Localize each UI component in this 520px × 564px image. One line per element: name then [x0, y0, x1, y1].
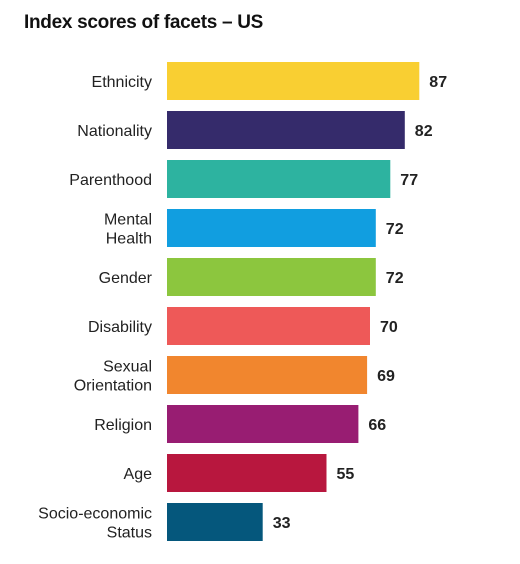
category-label-8: Age: [124, 466, 153, 483]
category-label-line: Status: [107, 525, 152, 542]
category-label-line: Religion: [94, 417, 152, 434]
category-label-line: Ethnicity: [92, 74, 152, 91]
bar-7: [167, 405, 359, 443]
category-label-7: Religion: [94, 417, 152, 434]
bar-6: [167, 356, 368, 394]
category-label-2: Parenthood: [69, 172, 152, 189]
category-label-line: Health: [106, 231, 152, 248]
category-label-line: Disability: [88, 319, 152, 336]
chart-title: Index scores of facets – US: [24, 12, 264, 33]
value-label-2: 77: [400, 172, 418, 189]
value-label-6: 69: [377, 368, 395, 385]
category-label-line: Mental: [104, 212, 152, 229]
value-label-5: 70: [380, 319, 398, 336]
bar-0: [167, 62, 420, 100]
bar-4: [167, 258, 376, 296]
value-label-1: 82: [415, 123, 433, 140]
category-label-3: Mental Health: [104, 212, 152, 248]
value-label-7: 66: [368, 417, 386, 434]
category-label-line: Parenthood: [69, 172, 152, 189]
category-label-line: Nationality: [77, 123, 152, 140]
bar-1: [167, 111, 405, 149]
category-label-line: Orientation: [74, 378, 152, 395]
category-label-line: Socio-economic: [38, 506, 152, 523]
value-label-8: 55: [337, 466, 355, 483]
bar-8: [167, 454, 327, 492]
bar-5: [167, 307, 370, 345]
bar-3: [167, 209, 376, 247]
category-label-9: Socio-economic Status: [38, 506, 152, 542]
category-label-5: Disability: [88, 319, 152, 336]
category-label-0: Ethnicity: [92, 74, 152, 91]
value-label-9: 33: [273, 515, 291, 532]
bar-9: [167, 503, 263, 541]
category-label-line: Age: [124, 466, 153, 483]
value-label-0: 87: [429, 74, 447, 91]
bar-2: [167, 160, 391, 198]
category-label-4: Gender: [99, 270, 153, 287]
value-label-4: 72: [386, 270, 404, 287]
category-label-line: Sexual: [103, 359, 152, 376]
category-label-1: Nationality: [77, 123, 152, 140]
category-label-line: Gender: [99, 270, 153, 287]
category-label-6: Sexual Orientation: [74, 359, 152, 395]
value-label-3: 72: [386, 221, 404, 238]
